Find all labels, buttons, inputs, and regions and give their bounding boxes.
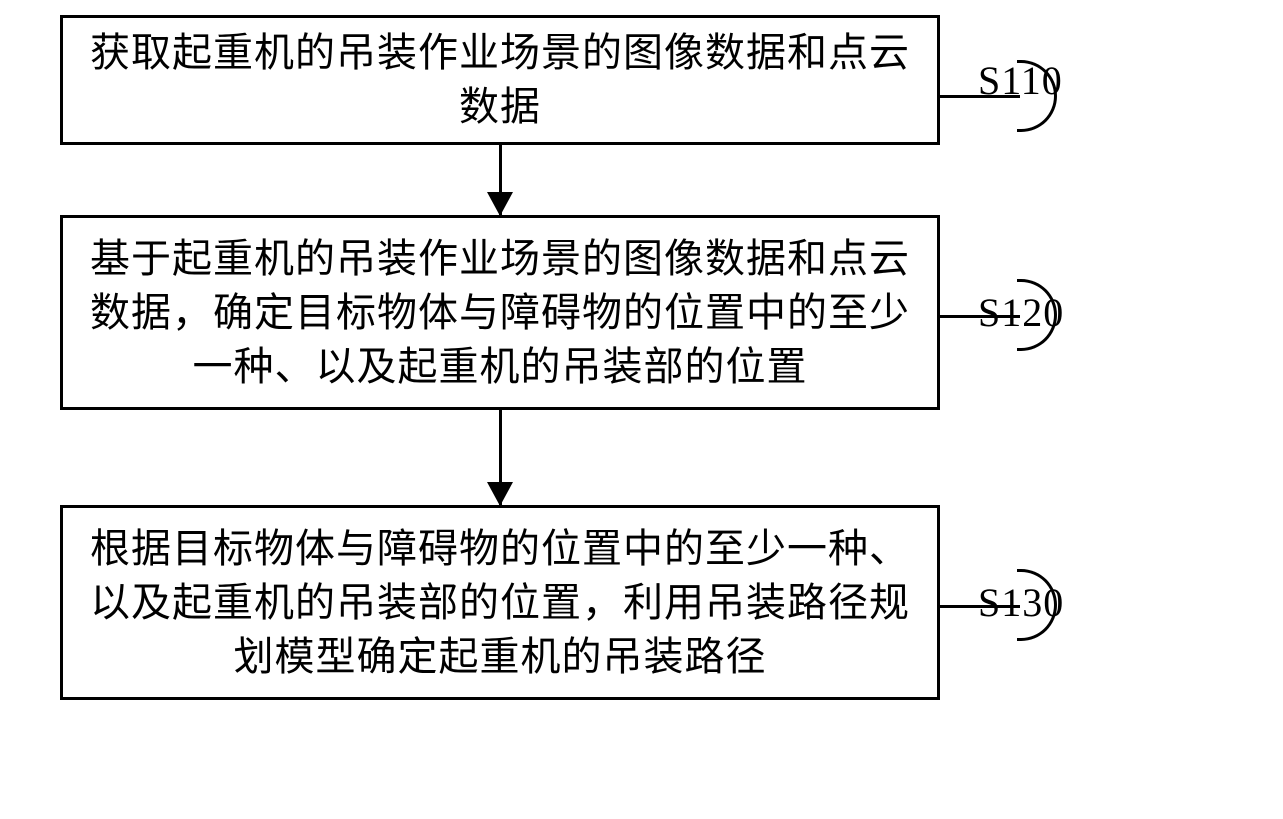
flow-arrow [499,145,502,215]
flow-arrow [499,410,502,505]
label-connector [940,95,1020,98]
flowchart-step: 获取起重机的吊装作业场景的图像数据和点云数据 S110 [60,15,1220,145]
step-box-s110: 获取起重机的吊装作业场景的图像数据和点云数据 [60,15,940,145]
arrow-wrap [60,410,940,505]
flowchart-container: 获取起重机的吊装作业场景的图像数据和点云数据 S110 基于起重机的吊装作业场景… [60,15,1220,700]
step-box-s120: 基于起重机的吊装作业场景的图像数据和点云数据，确定目标物体与障碍物的位置中的至少… [60,215,940,410]
step-box-s130: 根据目标物体与障碍物的位置中的至少一种、以及起重机的吊装部的位置，利用吊装路径规… [60,505,940,700]
step-text: 根据目标物体与障碍物的位置中的至少一种、以及起重机的吊装部的位置，利用吊装路径规… [87,522,913,684]
label-connector [940,315,1020,318]
label-connector [940,605,1020,608]
step-text: 获取起重机的吊装作业场景的图像数据和点云数据 [87,26,913,134]
arrow-wrap [60,145,940,215]
flowchart-step: 基于起重机的吊装作业场景的图像数据和点云数据，确定目标物体与障碍物的位置中的至少… [60,215,1220,410]
step-text: 基于起重机的吊装作业场景的图像数据和点云数据，确定目标物体与障碍物的位置中的至少… [87,232,913,394]
flowchart-step: 根据目标物体与障碍物的位置中的至少一种、以及起重机的吊装部的位置，利用吊装路径规… [60,505,1220,700]
